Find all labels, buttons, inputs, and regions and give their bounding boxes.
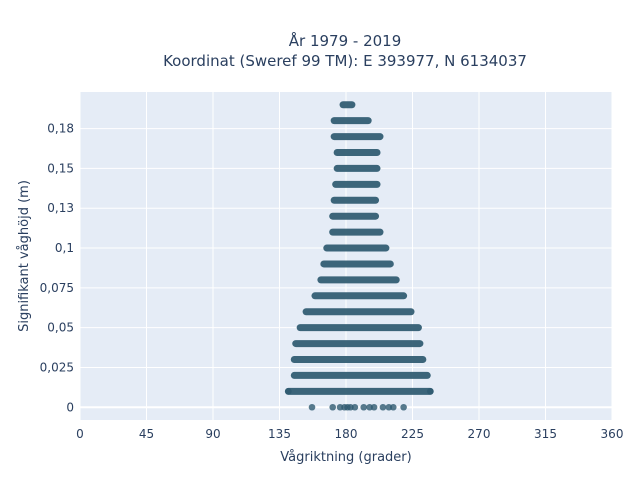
- marks-layer: [284, 101, 434, 411]
- y-tick-label: 0,025: [40, 360, 74, 374]
- chart-title-line2: Koordinat (Sweref 99 TM): E 393977, N 61…: [163, 52, 527, 70]
- scatter-point: [308, 403, 316, 411]
- x-tick-label: 315: [534, 427, 557, 441]
- x-tick-label: 270: [468, 427, 491, 441]
- y-tick-label: 0,1: [55, 241, 74, 255]
- scatter-point: [351, 403, 359, 411]
- scatter-point: [285, 388, 292, 395]
- y-tick-label: 0,13: [47, 201, 74, 215]
- x-tick-label: 0: [76, 427, 84, 441]
- x-tick-label: 90: [205, 427, 220, 441]
- y-tick-label: 0,05: [47, 321, 74, 335]
- x-tick-label: 45: [139, 427, 154, 441]
- x-tick-label: 225: [401, 427, 424, 441]
- scatter-point: [426, 388, 434, 395]
- scatter-point: [329, 403, 337, 411]
- y-tick-label: 0,18: [47, 122, 74, 136]
- x-tick-label: 180: [335, 427, 358, 441]
- x-axis-label: Vågriktning (grader): [280, 450, 411, 465]
- scatter-point: [379, 403, 387, 411]
- scatter-point: [389, 403, 397, 411]
- ticks-layer: 0 45 90 135 180 225 270 315 360 0 0,025 0,05 0,075 0,…: [40, 122, 624, 441]
- y-axis-label: Signifikant våghöjd (m): [17, 180, 32, 332]
- y-tick-label: 0,075: [40, 281, 74, 295]
- x-tick-label: 360: [601, 427, 624, 441]
- y-tick-label: 0: [66, 400, 74, 414]
- chart-title-line1: År 1979 - 2019: [289, 31, 402, 50]
- scatter-point: [370, 403, 378, 411]
- scatter-point: [360, 403, 368, 411]
- x-tick-label: 135: [268, 427, 291, 441]
- scatter-point: [400, 403, 407, 411]
- y-tick-label: 0,15: [47, 161, 74, 175]
